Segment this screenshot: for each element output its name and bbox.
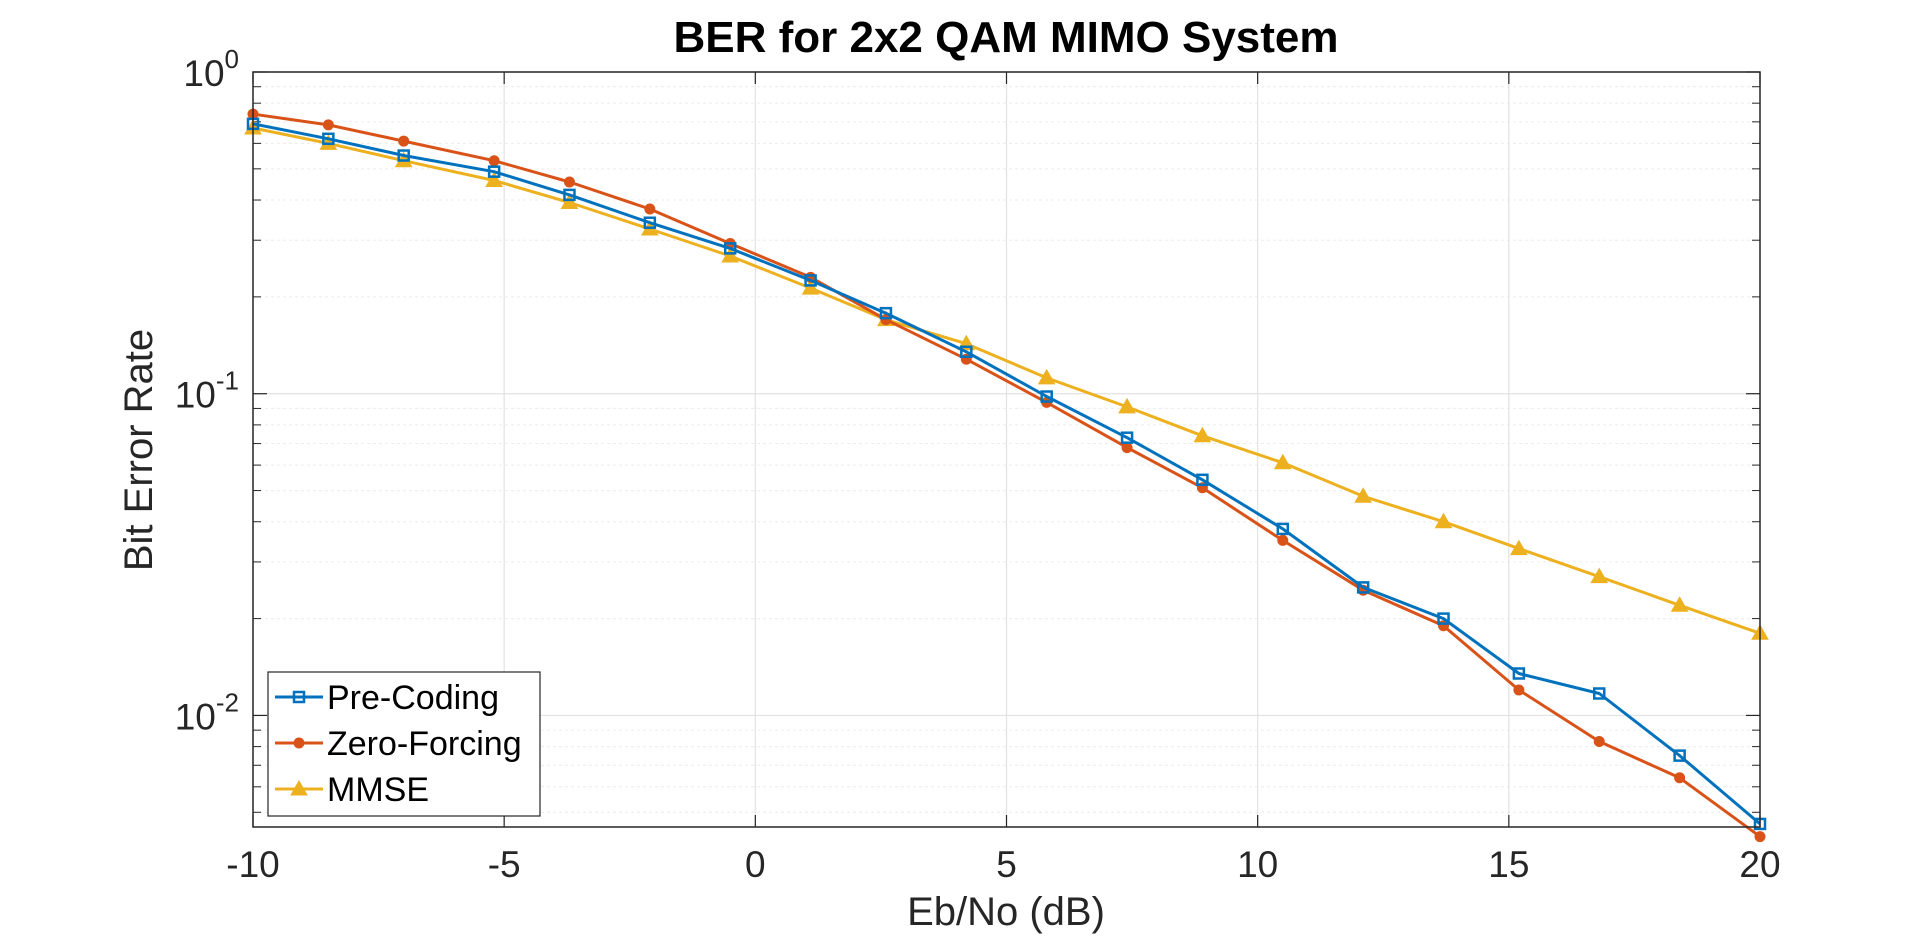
legend-item-pre-coding: Pre-Coding [275,679,499,717]
data-point-pre-coding [1040,390,1053,403]
data-point-pre-coding [1437,612,1450,625]
series-line-mmse [252,126,1761,635]
legend-label: Pre-Coding [327,679,499,717]
legend: Pre-Coding Zero-Forcing MMSE [267,671,541,817]
data-point-mmse [1510,539,1528,556]
data-point-pre-coding [563,188,576,202]
x-tick-label: 10 [1237,844,1278,885]
data-point-mmse [1670,596,1689,612]
data-point-zero-forcing [563,176,575,188]
data-point-pre-coding [1120,431,1134,444]
data-point-mmse [1193,426,1212,443]
data-point-zero-forcing [322,119,334,131]
x-tick-label: 20 [1739,844,1780,885]
series-line-pre-coding [252,122,1761,826]
data-point-mmse [1354,487,1373,503]
x-tick-label: 0 [745,844,766,885]
y-axis-label: Bit Error Rate [117,329,161,571]
data-point-pre-coding [643,216,657,229]
data-point-zero-forcing [1513,684,1525,696]
legend-marker [290,779,308,796]
series-pre-coding [246,117,1767,831]
data-point-zero-forcing [488,155,500,167]
x-tick-label: -5 [488,844,521,885]
data-point-mmse [485,171,503,187]
data-point-pre-coding [1673,749,1686,762]
data-point-pre-coding [487,165,501,178]
legend-label: MMSE [327,771,429,809]
legend-item-zero-forcing: Zero-Forcing [275,725,522,763]
y-tick-label: 10-1 [175,366,239,416]
data-point-pre-coding [1196,473,1209,487]
data-point-mmse [1273,453,1292,470]
x-tick-label: 5 [996,844,1017,885]
data-point-zero-forcing [644,203,656,215]
data-point-pre-coding [879,306,893,320]
data-point-mmse [1590,567,1609,584]
x-tick-label: -10 [226,844,279,885]
x-tick-label: 15 [1488,844,1529,885]
y-tick-label: 100 [183,44,239,94]
x-tick-labels: -10 -5 0 5 10 15 20 [226,844,1780,885]
y-tick-labels: 100 10-1 10-2 [175,44,239,737]
data-point-pre-coding [322,132,335,146]
data-point-pre-coding [960,345,973,359]
data-point-pre-coding [1356,581,1370,594]
data-point-pre-coding [1276,522,1290,536]
data-point-zero-forcing [398,135,410,147]
series-line-zero-forcing [252,112,1761,838]
data-point-pre-coding [397,149,410,162]
data-point-mmse [1434,512,1453,529]
data-point-zero-forcing [1754,831,1766,843]
data-point-mmse [560,193,579,209]
data-point-mmse [801,279,820,295]
data-point-zero-forcing [1593,735,1605,747]
data-point-mmse [1118,397,1136,414]
series-layer [244,108,1769,843]
data-point-pre-coding [804,274,817,287]
legend-item-mmse: MMSE [275,771,429,809]
data-point-zero-forcing [1277,534,1289,546]
data-point-zero-forcing [1121,442,1133,454]
data-point-pre-coding [1593,687,1606,700]
data-point-pre-coding [1512,667,1526,680]
data-point-pre-coding [723,242,737,255]
y-tick-label: 10-2 [175,687,239,737]
legend-marker [292,690,306,704]
data-point-mmse [1037,368,1056,385]
plot-frame [252,71,1761,828]
legend-marker [293,737,305,749]
data-point-zero-forcing [1674,772,1686,784]
legend-label: Zero-Forcing [327,725,522,763]
chart-title: BER for 2x2 QAM MIMO System [673,13,1338,62]
x-axis-label: Eb/No (dB) [907,890,1105,934]
data-point-mmse [721,246,740,263]
